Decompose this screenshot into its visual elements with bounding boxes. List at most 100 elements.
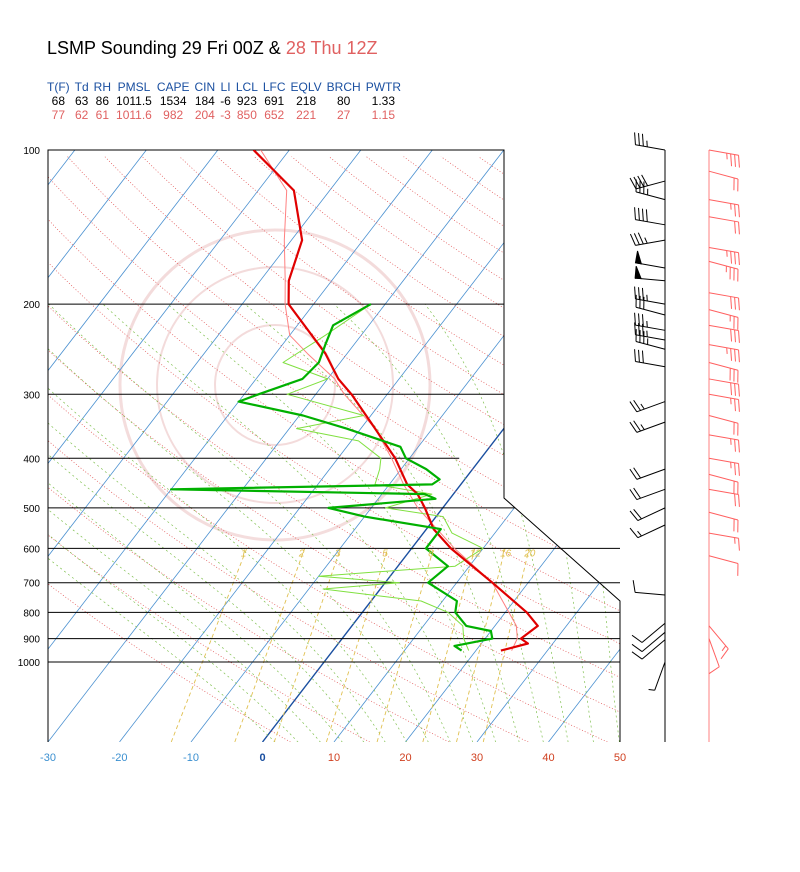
pressure-tick-label: 900 — [23, 635, 40, 646]
wind-barb-primary — [629, 524, 666, 539]
temperature-tick-label: 10 — [328, 752, 340, 764]
stats-comparison-value-10: 27 — [337, 108, 351, 122]
stats-primary-value-6: -6 — [220, 94, 231, 108]
temperature-profile-primary — [252, 150, 539, 652]
isotherm-line — [261, 150, 620, 742]
pressure-tick-label: 500 — [23, 504, 40, 515]
mixing-ratio-line — [456, 548, 506, 742]
temperature-tick-label: 0 — [259, 752, 265, 764]
stats-header-8: LFC — [262, 80, 286, 94]
wind-barb-primary — [634, 265, 666, 282]
wind-barb-primary — [635, 329, 666, 350]
wind-barb-primary — [635, 179, 666, 201]
stats-primary-value-7: 923 — [236, 94, 257, 108]
pressure-tick-label: 300 — [23, 390, 40, 401]
wind-barb-primary — [632, 580, 666, 596]
mixing-ratio-label: 20 — [523, 549, 536, 560]
dry-adiabat-line — [515, 156, 620, 742]
isotherm-line — [48, 150, 147, 742]
pressure-tick-label: 100 — [23, 146, 40, 157]
dry-adiabat-line — [552, 156, 620, 742]
moist-adiabat-line — [333, 303, 544, 742]
dry-adiabat-line — [403, 156, 620, 742]
wind-barb-primary — [634, 207, 666, 226]
dry-adiabat-line — [328, 156, 620, 742]
stats-primary-value-9: 218 — [296, 94, 317, 108]
wind-barb-primary — [631, 639, 666, 660]
wind-barb-comparison — [708, 199, 740, 218]
mixing-ratio-label: 16 — [500, 549, 512, 560]
dry-adiabat-line — [104, 156, 620, 742]
isotherm-line — [48, 150, 219, 742]
wind-barb-primary — [629, 507, 666, 522]
wind-barb-comparison — [708, 260, 739, 282]
wind-barb-comparison — [708, 488, 740, 507]
stats-header-6: LI — [220, 80, 231, 94]
wind-barb-comparison — [708, 149, 740, 168]
stats-header-11: PWTR — [365, 80, 402, 94]
wind-barb-primary — [629, 420, 666, 433]
wind-barb-comparison — [708, 393, 740, 412]
wind-barb-primary — [629, 399, 666, 413]
wind-barb-comparison — [708, 344, 740, 363]
isotherm-line — [619, 150, 620, 742]
temperature-tick-label: -20 — [112, 752, 128, 764]
mixing-ratio-line — [273, 548, 341, 742]
dry-adiabat-line — [253, 156, 620, 742]
wind-barb-primary — [629, 467, 666, 480]
isotherm-line — [48, 150, 76, 742]
title-main: LSMP Sounding 29 Fri 00Z & — [47, 38, 286, 58]
isotherm-line — [0, 150, 3, 742]
sounding-stats-table: T(F) Td RH PMSL CAPE CIN LI LCL LFC EQLV BRCH PWTR … — [47, 80, 406, 122]
stats-comparison-value-1: 62 — [74, 108, 89, 122]
stats-comparison-value-9: 221 — [296, 108, 317, 122]
wind-barb-comparison — [708, 170, 739, 192]
isotherm-line — [48, 150, 505, 742]
isotherm-line — [548, 150, 620, 742]
mixing-ratio-line — [170, 548, 248, 742]
wind-barb-comparison — [708, 473, 739, 495]
stats-primary-value-11: 1.33 — [371, 94, 396, 108]
stats-header-10: BRCH — [326, 80, 361, 94]
stats-primary-value-2: 86 — [95, 94, 110, 108]
moist-adiabat-line — [48, 303, 386, 742]
dry-adiabat-line — [48, 156, 370, 742]
wind-barb-comparison — [708, 532, 740, 551]
wind-barb-comparison — [708, 361, 739, 383]
wind-barb-primary — [634, 349, 666, 368]
pressure-tick-label: 800 — [23, 608, 40, 619]
wind-barb-primary — [629, 487, 666, 501]
dry-adiabat-line — [48, 156, 620, 742]
stats-header-2: RH — [93, 80, 112, 94]
wind-barb-primary — [634, 250, 666, 269]
wind-barb-comparison — [708, 216, 740, 235]
mixing-ratio-line — [482, 548, 530, 742]
wind-barb-primary — [631, 622, 666, 643]
wind-barb-comparison — [708, 414, 739, 436]
mixing-ratio-label: 2 — [298, 549, 305, 560]
stats-comparison-value-0: 77 — [51, 108, 65, 122]
mixing-ratio-line — [422, 548, 476, 742]
stats-primary-value-4: 1534 — [159, 94, 187, 108]
mixing-ratio-label: 1 — [241, 549, 247, 560]
stats-comparison-value-8: 652 — [264, 108, 285, 122]
mixing-ratio-label: 12 — [470, 549, 482, 560]
temperature-tick-label: 30 — [471, 752, 483, 764]
stats-comparison-value-2: 61 — [95, 108, 110, 122]
stats-comparison-value-11: 1.15 — [371, 108, 396, 122]
isotherm-line — [476, 150, 620, 742]
isotherm-line — [333, 150, 620, 742]
moist-adiabat-line — [48, 303, 408, 742]
stats-comparison-value-7: 850 — [236, 108, 257, 122]
stats-comparison-row: 77 62 61 1011.6 982 204 -3 850 652 221 27 1.15 — [47, 108, 406, 122]
moist-adiabat-line — [48, 303, 321, 742]
wind-barb-comparison — [708, 292, 740, 311]
isotherm-line — [48, 150, 433, 742]
stats-primary-value-10: 80 — [337, 94, 351, 108]
stats-primary-value-5: 184 — [194, 94, 215, 108]
wind-barb-comparison — [708, 457, 740, 476]
wind-barb-primary — [634, 132, 666, 151]
title-comparison-time: 28 Thu 12Z — [285, 38, 378, 58]
moist-adiabat-line — [48, 303, 276, 742]
